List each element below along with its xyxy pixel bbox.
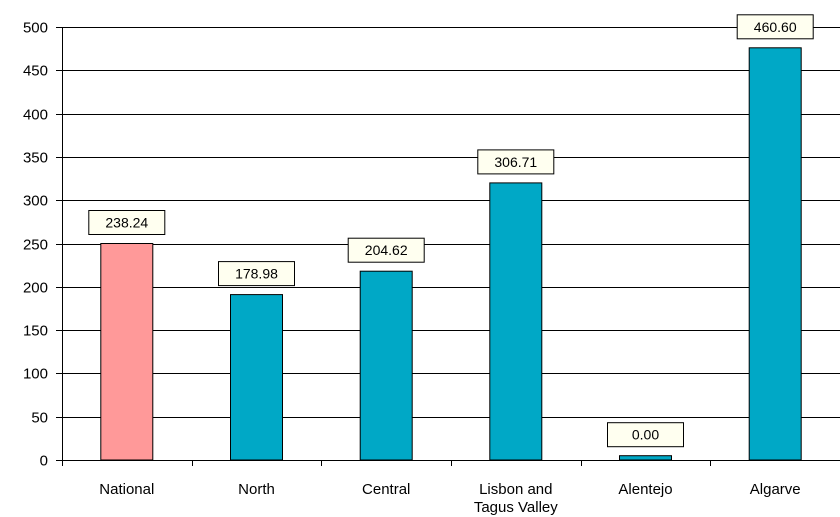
y-tick-label: 450 xyxy=(23,63,48,80)
data-label-box xyxy=(736,14,814,40)
bars xyxy=(100,47,802,461)
gridlines xyxy=(62,27,840,418)
y-tick-label: 300 xyxy=(23,193,48,210)
y-tick-label: 200 xyxy=(23,280,48,297)
y-tick-label: 0 xyxy=(40,453,48,470)
bar xyxy=(619,455,672,461)
y-tick-label: 350 xyxy=(23,150,48,167)
y-axis-ticks: 0 50 100 150 200 250 300 350 400 450 500 xyxy=(23,20,62,470)
y-tick-label: 500 xyxy=(23,20,48,37)
data-labels: 238.24 178.98 204.62 306.71 0.00 460.60 xyxy=(88,14,814,448)
x-tick-label: Alentejo xyxy=(618,481,672,498)
data-label: 306.71 xyxy=(494,154,537,170)
y-tick-label: 400 xyxy=(23,107,48,124)
data-label-box xyxy=(607,422,684,448)
y-tick-label: 150 xyxy=(23,323,48,340)
bar xyxy=(230,294,283,461)
bar xyxy=(100,243,154,461)
x-tick-label: National xyxy=(99,481,154,498)
bar xyxy=(748,47,802,461)
data-label-box xyxy=(88,210,166,235)
x-tick-label: Algarve xyxy=(750,481,801,498)
x-tick-label: Lisbon and xyxy=(479,481,552,498)
data-label: 204.62 xyxy=(365,242,408,258)
x-tick-label: Central xyxy=(362,481,410,498)
data-label: 238.24 xyxy=(105,215,148,231)
data-label-box xyxy=(347,237,425,263)
axes xyxy=(62,27,840,466)
data-label: 178.98 xyxy=(235,266,278,282)
x-tick-label: North xyxy=(238,481,275,498)
data-label: 0.00 xyxy=(632,427,659,443)
x-tick-label: Tagus Valley xyxy=(474,499,558,516)
bar xyxy=(489,182,543,461)
bar xyxy=(359,270,413,461)
data-label: 460.60 xyxy=(754,19,797,35)
y-tick-label: 250 xyxy=(23,237,48,254)
y-tick-label: 50 xyxy=(31,410,48,427)
data-label-box xyxy=(477,149,555,175)
y-tick-label: 100 xyxy=(23,366,48,383)
data-label-box xyxy=(218,261,295,287)
